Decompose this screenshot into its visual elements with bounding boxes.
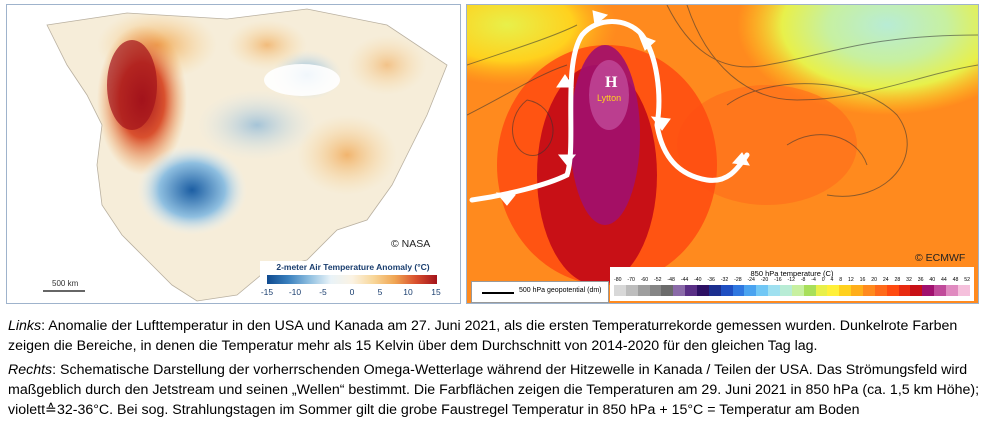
temperature-tick: 40 <box>929 277 936 283</box>
temperature-tick: -70 <box>627 277 635 283</box>
caption-left-text: : Anomalie der Lufttemperatur in den USA… <box>8 318 958 354</box>
anomaly-legend-title: 2-meter Air Temperature Anomaly (°C) <box>276 262 430 272</box>
scale-label: 500 km <box>52 279 79 288</box>
anomaly-map <box>7 5 460 303</box>
temperature-swatch <box>661 285 674 296</box>
temperature-tick: 24 <box>882 277 889 283</box>
temperature-swatch <box>768 285 781 296</box>
temperature-swatch <box>874 285 887 296</box>
temperature-tick: 0 <box>821 277 825 283</box>
temperature-swatch <box>625 285 638 296</box>
temperature-tick: -80 <box>614 277 622 283</box>
caption-right-prefix: Rechts <box>8 362 53 378</box>
temperature-tick: 16 <box>859 277 866 283</box>
temperature-swatch <box>685 285 698 296</box>
omega-pattern-panel: H Lytton © ECMWF 500 hPa geopotential (d… <box>466 4 979 304</box>
temperature-swatch <box>886 285 899 296</box>
temperature-swatch <box>637 285 650 296</box>
temperature-swatch <box>910 285 923 296</box>
high-pressure-label: H <box>605 74 618 91</box>
temperature-tick: -28 <box>734 277 742 283</box>
temperature-tick: 44 <box>940 277 947 283</box>
temperature-swatch <box>697 285 709 296</box>
temperature-swatch <box>673 285 686 296</box>
temperature-tick: 12 <box>847 277 854 283</box>
temperature-tick: -36 <box>707 277 715 283</box>
caption-left-prefix: Links <box>8 318 42 334</box>
temperature-swatch <box>649 285 662 296</box>
temperature-swatch <box>827 285 840 296</box>
temperature-swatch <box>898 285 911 296</box>
temperature-tick: -8 <box>800 277 806 283</box>
temperature-swatch <box>957 285 970 296</box>
temperature-swatch <box>839 285 852 296</box>
temperature-swatch <box>756 285 769 296</box>
temperature-tick: 48 <box>952 277 959 283</box>
temperature-tick: -52 <box>654 277 662 283</box>
temperature-tick: -44 <box>680 277 689 283</box>
temperature-tick: -32 <box>720 277 729 283</box>
caption-right-text: : Schematische Darstellung der vorherrsc… <box>8 362 980 418</box>
temperature-legend-title: 850 hPa temperature (C) <box>750 269 834 278</box>
anomaly-map-panel: 500 km © NASA 2-meter Air Temperature An… <box>6 4 461 304</box>
temperature-swatch <box>803 285 816 296</box>
anomaly-tick: -15 <box>260 287 274 297</box>
temperature-tick: -48 <box>667 277 675 283</box>
temperature-swatch <box>863 285 875 296</box>
temperature-swatch <box>922 285 935 296</box>
temperature-color-bar <box>614 285 970 296</box>
temperature-tick: 8 <box>839 277 843 283</box>
temperature-tick: -20 <box>760 277 769 283</box>
temperature-tick: 28 <box>894 277 901 283</box>
anomaly-legend: 2-meter Air Temperature Anomaly (°C) -15… <box>260 261 446 299</box>
temperature-swatch <box>815 285 828 296</box>
temperature-swatch <box>780 285 792 296</box>
temperature-tick: -40 <box>694 277 702 283</box>
anomaly-tick: -10 <box>288 287 302 297</box>
temperature-tick: -60 <box>640 277 649 283</box>
anomaly-tick: 10 <box>403 287 413 297</box>
anomaly-tick: 5 <box>377 287 383 297</box>
temperature-tick: -4 <box>811 277 816 283</box>
temperature-tick: -12 <box>787 277 795 283</box>
scale-bar <box>43 290 85 292</box>
ecmwf-credit: © ECMWF <box>915 252 966 264</box>
temperature-swatch <box>732 285 745 296</box>
temperature-swatch <box>946 285 958 296</box>
anomaly-tick: 0 <box>349 287 355 297</box>
temperature-tick: 4 <box>830 277 834 283</box>
caption-left: Links: Anomalie der Lufttemperatur in de… <box>8 316 988 356</box>
caption-right: Rechts: Schematische Darstellung der vor… <box>8 360 988 420</box>
geopotential-line-sample <box>482 292 514 294</box>
anomaly-color-bar <box>267 275 437 284</box>
temperature-swatch <box>791 285 804 296</box>
temperature-tick: 20 <box>871 277 877 283</box>
temperature-ticks: -80 -70 -60 -52 -48 -44 -40 -36 -32 -28 -24 -20 -16-… <box>614 277 970 283</box>
temperature-tick: -24 <box>747 277 755 283</box>
temperature-swatch <box>851 285 864 296</box>
temperature-swatch <box>934 285 947 296</box>
nasa-credit: © NASA <box>391 238 431 250</box>
temperature-tick: -16 <box>774 277 782 283</box>
anomaly-tick: 15 <box>431 287 441 297</box>
temperature-swatch <box>614 285 626 296</box>
temperature-swatch <box>720 285 733 296</box>
temperature-swatch <box>708 285 721 296</box>
omega-pattern-map: H Lytton <box>467 5 978 303</box>
geopotential-legend: 500 hPa geopotential (dm) <box>471 281 609 303</box>
temperature-tick: 32 <box>906 277 912 283</box>
temperature-tick: 52 <box>964 277 970 283</box>
lytton-label: Lytton <box>597 93 621 103</box>
temperature-tick: 36 <box>917 277 924 283</box>
temperature-swatch <box>744 285 757 296</box>
geopotential-legend-label: 500 hPa geopotential (dm) <box>519 287 602 294</box>
anomaly-tick: -5 <box>319 287 327 297</box>
temperature-legend: 850 hPa temperature (C) -80 -70 -60 -52 -48-… <box>610 267 974 301</box>
